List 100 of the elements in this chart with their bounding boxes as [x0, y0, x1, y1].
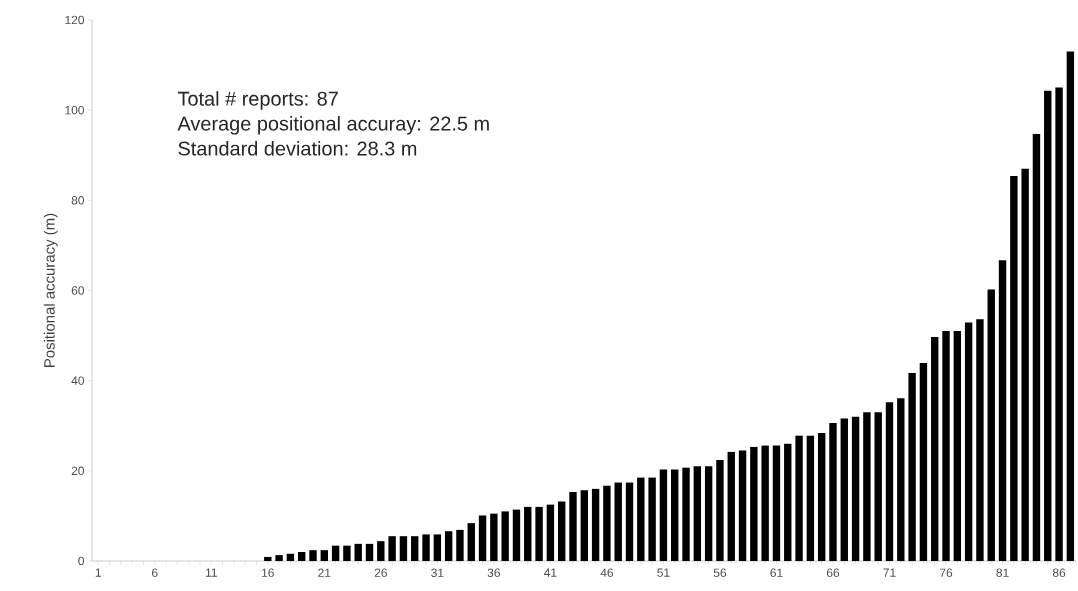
bar [953, 331, 962, 561]
bar [490, 513, 498, 561]
bar [987, 289, 995, 561]
y-tick-label: 20 [71, 466, 85, 476]
bar [1021, 168, 1029, 561]
y-axis-title: Positional accuracy (m) [43, 213, 58, 367]
bar [817, 432, 826, 561]
bar [569, 492, 577, 561]
bar [931, 336, 939, 561]
bar [343, 545, 351, 561]
bar [998, 260, 1007, 561]
bar [478, 515, 487, 561]
x-tick-label: 21 [318, 568, 331, 577]
bar [603, 485, 611, 561]
bar [1032, 134, 1041, 561]
bar [851, 416, 860, 561]
y-tick-label: 80 [71, 196, 85, 205]
bar [354, 543, 362, 561]
bar [919, 363, 928, 561]
bar [444, 531, 453, 561]
bar [1066, 51, 1075, 561]
bar [264, 556, 272, 561]
bar [671, 469, 679, 561]
bar [648, 477, 656, 561]
bar [637, 477, 645, 561]
bar [795, 435, 803, 561]
x-tick-label: 66 [826, 568, 840, 577]
bar [524, 506, 532, 561]
x-tick-label: 16 [262, 568, 274, 577]
bar [908, 373, 916, 561]
bar [297, 551, 306, 561]
y-tick-label: 60 [71, 286, 85, 295]
x-tick-label: 61 [770, 568, 783, 577]
bar [761, 445, 769, 561]
bar [501, 511, 509, 561]
annotation: Standard deviation: 28.3 m [178, 140, 417, 156]
y-tick-label: 120 [65, 15, 85, 25]
bar [716, 460, 724, 561]
bar [365, 543, 374, 561]
bar [625, 482, 634, 561]
annotation: Total # reports: 87 [177, 91, 338, 110]
x-tick-label: 41 [544, 568, 557, 577]
bar [874, 412, 882, 561]
x-tick-label: 11 [205, 568, 217, 577]
bar [614, 482, 622, 561]
bar [557, 501, 566, 561]
x-tick-label: 56 [713, 568, 727, 577]
annotation: Average positional accuray: 22.5 m [177, 116, 489, 135]
x-tick-label: 86 [1052, 568, 1066, 577]
x-tick-label: 1 [95, 568, 101, 577]
bar [411, 536, 419, 561]
x-tick-label: 81 [996, 568, 1009, 577]
x-tick-label: 71 [883, 568, 896, 577]
bar [591, 488, 600, 561]
bar [535, 506, 543, 561]
bar [885, 402, 894, 561]
bar [388, 536, 396, 561]
bar [863, 412, 871, 561]
bar [309, 550, 317, 561]
bar [829, 423, 837, 561]
bar [320, 550, 328, 561]
bar [422, 534, 430, 561]
bar [580, 490, 588, 561]
bar [512, 509, 521, 561]
bar [286, 553, 295, 561]
x-tick-label: 26 [374, 568, 387, 577]
bar [331, 545, 340, 561]
bar [750, 446, 758, 561]
y-tick-label: 0 [78, 556, 85, 566]
bar [784, 443, 792, 561]
bar [806, 435, 815, 561]
bar [1055, 87, 1063, 561]
bar [1044, 90, 1052, 561]
bar [772, 445, 781, 561]
bar [377, 541, 385, 561]
bar [659, 469, 668, 561]
y-tick-label: 40 [71, 376, 85, 385]
bar [399, 536, 408, 561]
bar [942, 331, 950, 561]
x-tick-label: 51 [657, 568, 670, 577]
bar [1010, 175, 1018, 561]
bar [546, 504, 555, 561]
bar [727, 451, 735, 561]
bar [456, 529, 464, 561]
x-tick-label: 46 [600, 568, 614, 577]
bar [897, 398, 905, 561]
bar [693, 466, 702, 561]
bar [840, 418, 848, 561]
bar [275, 555, 283, 561]
x-tick-label: 31 [431, 568, 444, 577]
bar [976, 319, 984, 561]
bar [738, 450, 747, 561]
bar [433, 534, 442, 561]
bar [964, 322, 973, 561]
y-tick-label: 100 [65, 105, 85, 115]
x-tick-label: 6 [152, 568, 158, 577]
bar [467, 523, 475, 561]
x-tick-label: 36 [487, 568, 500, 577]
x-tick-label: 76 [939, 568, 953, 577]
bar [704, 466, 713, 561]
